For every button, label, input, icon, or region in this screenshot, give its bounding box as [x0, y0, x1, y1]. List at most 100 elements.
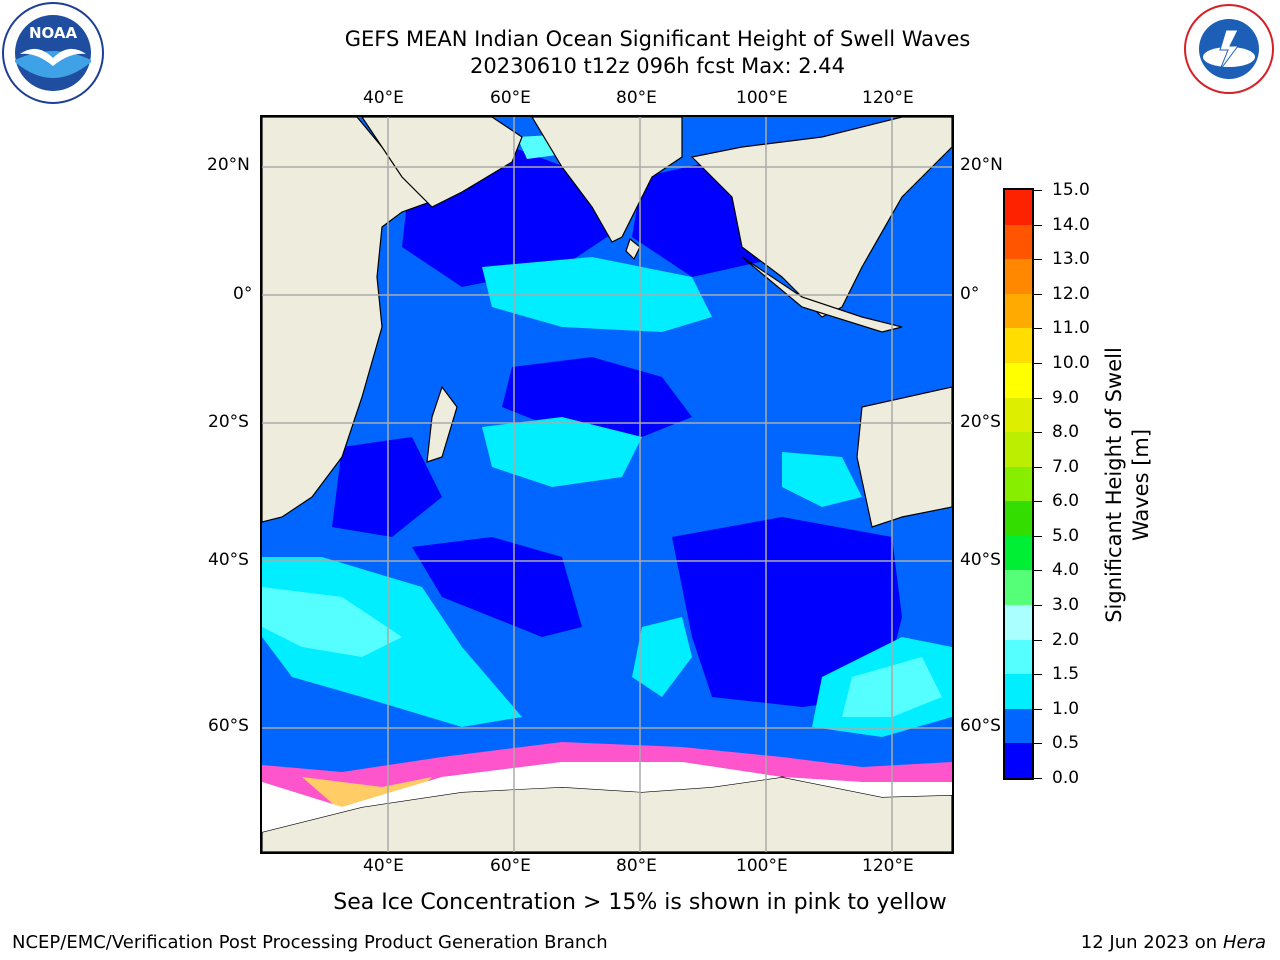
colorbar-title-line2: Waves [m] [1129, 428, 1153, 542]
colorbar-label: 14.0 [1052, 214, 1090, 235]
colorbar-segment [1005, 708, 1032, 744]
map-panel [260, 115, 954, 854]
swell-zone-low-southeast [672, 517, 902, 707]
swell-zone-low-southwest [412, 537, 582, 637]
colorbar-label: 5.0 [1052, 525, 1080, 546]
lat-label-left-20n: 20°N [207, 155, 250, 175]
swell-zone-mid-south-central [482, 417, 642, 487]
lon-label-bottom-100e: 100°E [736, 856, 788, 876]
colorbar-tick [1034, 743, 1042, 745]
land-sumatra-java [741, 256, 903, 333]
colorbar-segment [1005, 293, 1032, 329]
lon-label-bottom-80e: 80°E [616, 856, 657, 876]
colorbar-label: 7.0 [1052, 456, 1080, 477]
colorbar-title: Significant Height of Swell Waves [m] [1101, 347, 1155, 623]
colorbar-title-line1: Significant Height of Swell [1102, 347, 1126, 623]
colorbar-label: 9.0 [1052, 387, 1080, 408]
lat-label-right-60s: 60°S [960, 716, 1001, 736]
lat-label-right-40s: 40°S [960, 550, 1001, 570]
colorbar-segment [1005, 673, 1032, 709]
lon-label-bottom-40e: 40°E [363, 856, 404, 876]
swell-zone-high-sw [262, 587, 402, 657]
colorbar-tick [1034, 639, 1042, 641]
colorbar-segment [1005, 431, 1032, 467]
land-india [531, 117, 683, 243]
footer-date-text: 12 Jun 2023 on [1080, 932, 1218, 953]
lat-label-left-60s: 60°S [208, 716, 249, 736]
footer-host: Hera [1222, 932, 1266, 953]
colorbar-segment [1005, 327, 1032, 363]
noaa-logo: NOAA [2, 2, 104, 104]
map-svg [262, 117, 952, 852]
swell-zone-low-central [502, 357, 692, 437]
colorbar-label: 0.5 [1052, 733, 1080, 754]
lat-label-left-40s: 40°S [208, 550, 249, 570]
colorbar-label: 2.0 [1052, 629, 1080, 650]
sea-ice-edge [262, 742, 952, 807]
colorbar-segment [1005, 604, 1032, 640]
lon-label-top-80e: 80°E [616, 88, 657, 108]
colorbar-segment [1005, 258, 1032, 294]
colorbar-tick [1034, 535, 1042, 537]
colorbar-segment [1005, 535, 1032, 571]
colorbar-label: 13.0 [1052, 249, 1090, 270]
colorbar-tick [1034, 501, 1042, 503]
land-sri-lanka [625, 237, 641, 261]
nws-logo [1180, 0, 1278, 98]
colorbar-tick [1034, 570, 1042, 572]
swell-zone-mid-south [632, 617, 692, 697]
svg-text:NOAA: NOAA [29, 24, 78, 42]
colorbar-segment [1005, 569, 1032, 606]
colorbar-label: 6.0 [1052, 491, 1080, 512]
sea-ice-note: Sea Ice Concentration > 15% is shown in … [333, 890, 947, 915]
colorbar-tick [1034, 605, 1042, 607]
lat-label-right-20n: 20°N [960, 155, 1003, 175]
colorbar-tick [1034, 224, 1042, 226]
colorbar [1003, 188, 1034, 780]
colorbar-tick [1034, 674, 1042, 676]
lon-label-top-120e: 120°E [862, 88, 914, 108]
land-australia [856, 386, 952, 528]
lat-label-left-0: 0° [233, 284, 253, 304]
land-madagascar [426, 385, 458, 463]
colorbar-label: 15.0 [1052, 180, 1090, 200]
swell-zone-low-sw-coast [332, 437, 442, 537]
colorbar-label: 1.5 [1052, 664, 1080, 685]
colorbar-label: 12.0 [1052, 283, 1090, 304]
colorbar-segment [1005, 466, 1032, 502]
colorbar-tick [1034, 397, 1042, 399]
colorbar-segment [1005, 362, 1032, 398]
colorbar-segment [1005, 224, 1032, 260]
colorbar-label: 8.0 [1052, 422, 1080, 443]
colorbar-label: 1.0 [1052, 698, 1080, 719]
colorbar-segment [1005, 639, 1032, 675]
ice-over-antarctica [262, 762, 952, 832]
colorbar-segment [1005, 397, 1032, 433]
lon-label-top-60e: 60°E [490, 88, 531, 108]
swell-zone-mid-australia [782, 452, 862, 507]
colorbar-label: 11.0 [1052, 318, 1090, 339]
colorbar-tick [1034, 259, 1042, 261]
colorbar-tick [1034, 362, 1042, 364]
colorbar-label: 3.0 [1052, 595, 1080, 616]
map-gridlines [262, 117, 952, 852]
colorbar-tick [1034, 293, 1042, 295]
footer-date: 12 Jun 2023 on Hera [1081, 932, 1266, 953]
colorbar-label: 4.0 [1052, 560, 1080, 581]
lon-label-top-40e: 40°E [363, 88, 404, 108]
lon-label-bottom-60e: 60°E [490, 856, 531, 876]
colorbar-tick [1034, 778, 1042, 779]
colorbar-label: 10.0 [1052, 352, 1090, 373]
lat-label-left-20s: 20°S [208, 412, 249, 432]
footer-branch: NCEP/EMC/Verification Post Processing Pr… [12, 932, 608, 953]
colorbar-segment [1005, 742, 1032, 778]
lat-label-right-20s: 20°S [960, 412, 1001, 432]
lat-label-right-0: 0° [960, 284, 980, 304]
land-arabian-peninsula [361, 117, 523, 208]
colorbar-segment [1005, 189, 1032, 225]
lon-label-top-100e: 100°E [736, 88, 788, 108]
colorbar-tick [1034, 328, 1042, 330]
chart-subtitle: 20230610 t12z 096h fcst Max: 2.44 [470, 54, 845, 78]
chart-title: GEFS MEAN Indian Ocean Significant Heigh… [344, 27, 971, 51]
lon-label-bottom-120e: 120°E [862, 856, 914, 876]
